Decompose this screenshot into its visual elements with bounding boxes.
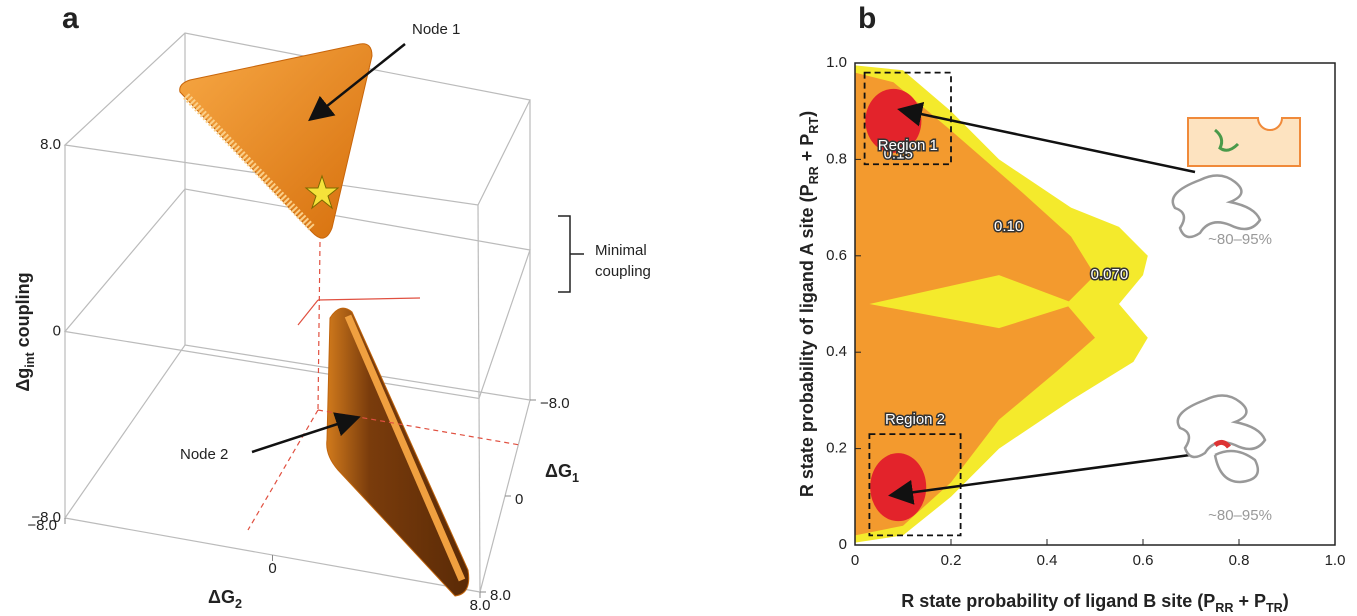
region-box — [863, 71, 952, 166]
arrow — [897, 101, 1196, 174]
x-tick-label: 0 — [851, 552, 859, 569]
y-axis-label: R state probability of ligand A site (PR… — [797, 111, 822, 497]
inset-label: ~80–95% — [1208, 507, 1272, 524]
bracket-label: coupling — [595, 263, 651, 280]
y-axis-label-part: RR — [807, 166, 821, 184]
y-axis-label-part: RT — [807, 117, 821, 134]
y-tick-label: 0.4 — [826, 343, 847, 360]
x-tick-label: 0.6 — [1133, 552, 1154, 569]
y-tick-label: 0.2 — [826, 440, 847, 457]
y-tick-label: 0.6 — [826, 247, 847, 264]
x-tick-label: 0.8 — [1229, 552, 1250, 569]
y-tick-label: −8.0 — [540, 395, 570, 412]
contour-label: 0.10 — [994, 218, 1023, 235]
z-axis-label: Δgint coupling — [13, 272, 38, 391]
panel-label: b — [858, 2, 876, 35]
x-tick-label: 8.0 — [470, 597, 491, 614]
arrow — [308, 43, 406, 122]
y-tick-label: 0 — [839, 536, 847, 553]
annotation: Node 2 — [180, 446, 228, 463]
inset-label: ~80–95% — [1208, 231, 1272, 248]
z-tick-label: 0 — [53, 322, 61, 339]
z-tick-label: −8.0 — [31, 509, 61, 526]
inset-structure — [1176, 394, 1267, 484]
y-axis-label-part: R state probability of ligand A site (P — [797, 184, 817, 497]
guide-line — [317, 297, 421, 301]
x-tick-label: 1.0 — [1325, 552, 1346, 569]
inset-structure — [1171, 174, 1262, 239]
x-axis-label-part: RR — [1215, 601, 1233, 615]
x-tick-label: 0.4 — [1037, 552, 1058, 569]
plot-frame — [854, 62, 1336, 546]
z-axis-label-part: coupling — [13, 272, 33, 352]
y-tick-label: 0.8 — [826, 150, 847, 167]
y-axis-label-part: ΔG — [545, 461, 572, 481]
grid-plane — [63, 188, 531, 400]
x-tick-label: −8.0 — [27, 517, 57, 534]
y-axis-label-part: 1 — [572, 471, 579, 485]
y-tick-label: 1.0 — [826, 54, 847, 71]
bracket-label: Minimal — [595, 242, 647, 259]
node-surface-edge — [344, 314, 466, 582]
guide-line — [317, 409, 521, 446]
inset-structure — [1213, 439, 1231, 449]
arrow — [888, 453, 1191, 505]
y-tick-label: 0 — [515, 491, 523, 508]
y-axis-label: ΔG1 — [545, 461, 579, 486]
region-label: Region 1 — [878, 137, 938, 154]
guide-line — [247, 409, 319, 531]
guide-line — [297, 299, 319, 326]
x-axis-label-part: + P — [1233, 591, 1266, 611]
x-tick-label: 0 — [268, 560, 276, 577]
node-surface — [326, 307, 470, 597]
x-axis-label-part: 2 — [235, 597, 242, 611]
x-axis-label-part: ) — [1283, 591, 1289, 611]
panel-label: a — [62, 2, 79, 35]
y-tick-label: 8.0 — [490, 587, 511, 604]
panel-b: b 0 0.2 0.4 0.6 0.8 1.0 0 0.2 0.4 0.6 0.8 1.0 0.15 0.1… — [797, 2, 1346, 615]
z-axis-label-part: int — [23, 352, 37, 368]
inset-protein — [1214, 128, 1240, 152]
contour-label: 0.070 — [1091, 266, 1129, 283]
x-axis-label: R state probability of ligand B site (PR… — [901, 591, 1289, 616]
x-axis-label-part: R state probability of ligand B site (P — [901, 591, 1215, 611]
contour-region — [870, 453, 927, 522]
y-axis-label-part: + P — [797, 134, 817, 167]
guide-line — [317, 241, 321, 411]
x-axis-label-part: TR — [1266, 601, 1283, 615]
contour-gap — [869, 275, 1076, 329]
contour-label: 0.15 — [884, 146, 913, 163]
y-axis-label-part: ) — [797, 111, 817, 117]
arrow — [251, 412, 361, 454]
inset-box — [1187, 117, 1301, 167]
x-axis-label-part: ΔG — [208, 587, 235, 607]
z-tick-label: 8.0 — [40, 136, 61, 153]
star — [304, 174, 340, 210]
annotation: Node 1 — [412, 21, 460, 38]
z-axis-label-part: Δg — [13, 368, 33, 392]
x-axis-label: ΔG2 — [208, 587, 242, 612]
node-surface — [179, 43, 373, 239]
region-label: Region 2 — [885, 411, 945, 428]
bracket — [558, 215, 584, 293]
x-tick-label: 0.2 — [941, 552, 962, 569]
node-surface-edge — [183, 93, 315, 231]
